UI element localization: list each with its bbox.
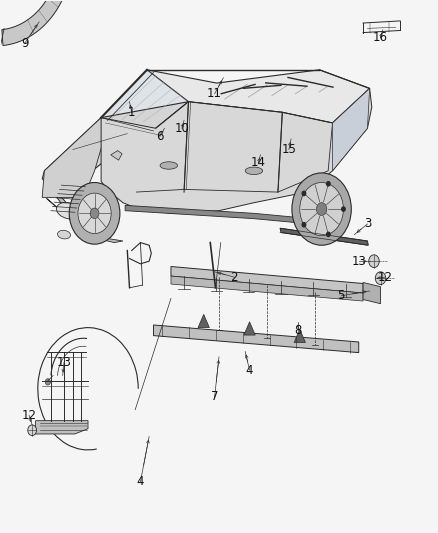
Polygon shape (2, 0, 66, 45)
Circle shape (78, 193, 111, 233)
Text: 5: 5 (338, 289, 345, 302)
Text: 12: 12 (378, 271, 392, 284)
Circle shape (327, 182, 330, 186)
Circle shape (300, 182, 343, 236)
Polygon shape (198, 314, 209, 328)
Circle shape (45, 378, 50, 385)
Polygon shape (244, 322, 255, 335)
Circle shape (69, 182, 120, 244)
Polygon shape (46, 198, 123, 243)
Circle shape (302, 191, 306, 196)
Text: 4: 4 (137, 475, 144, 488)
Text: 2: 2 (230, 271, 238, 284)
Circle shape (375, 272, 386, 285)
Circle shape (116, 131, 121, 137)
Polygon shape (147, 70, 370, 123)
Polygon shape (294, 329, 305, 343)
Circle shape (342, 207, 345, 211)
Circle shape (28, 425, 36, 435)
Ellipse shape (245, 167, 263, 174)
Text: 15: 15 (282, 143, 296, 156)
Polygon shape (332, 88, 370, 171)
Circle shape (302, 223, 306, 227)
Polygon shape (101, 88, 372, 213)
Circle shape (292, 173, 351, 245)
Text: 9: 9 (21, 37, 28, 50)
Polygon shape (153, 325, 359, 353)
Polygon shape (42, 171, 86, 229)
Polygon shape (125, 205, 311, 224)
Polygon shape (280, 228, 368, 245)
Polygon shape (35, 421, 88, 434)
Polygon shape (101, 70, 188, 128)
Text: 13: 13 (57, 356, 71, 369)
Text: 13: 13 (351, 255, 366, 268)
Circle shape (127, 128, 132, 134)
Polygon shape (44, 102, 188, 192)
Text: 14: 14 (251, 156, 266, 169)
Text: 1: 1 (128, 106, 135, 119)
Text: 11: 11 (207, 87, 222, 100)
Polygon shape (42, 118, 106, 197)
Text: 3: 3 (364, 217, 371, 230)
Ellipse shape (57, 230, 71, 239)
Text: 16: 16 (373, 31, 388, 44)
Text: 12: 12 (21, 409, 37, 422)
Ellipse shape (160, 162, 177, 169)
Text: 6: 6 (156, 130, 164, 143)
Polygon shape (171, 266, 363, 293)
Circle shape (327, 232, 330, 237)
Text: 4: 4 (246, 364, 253, 377)
Text: 10: 10 (174, 122, 189, 135)
Circle shape (90, 208, 99, 219)
Polygon shape (171, 276, 363, 301)
Circle shape (369, 255, 379, 268)
Circle shape (316, 203, 327, 215)
Text: 8: 8 (294, 324, 301, 337)
Text: 7: 7 (211, 390, 219, 403)
Polygon shape (111, 151, 122, 160)
Polygon shape (363, 282, 381, 304)
Ellipse shape (57, 203, 80, 219)
